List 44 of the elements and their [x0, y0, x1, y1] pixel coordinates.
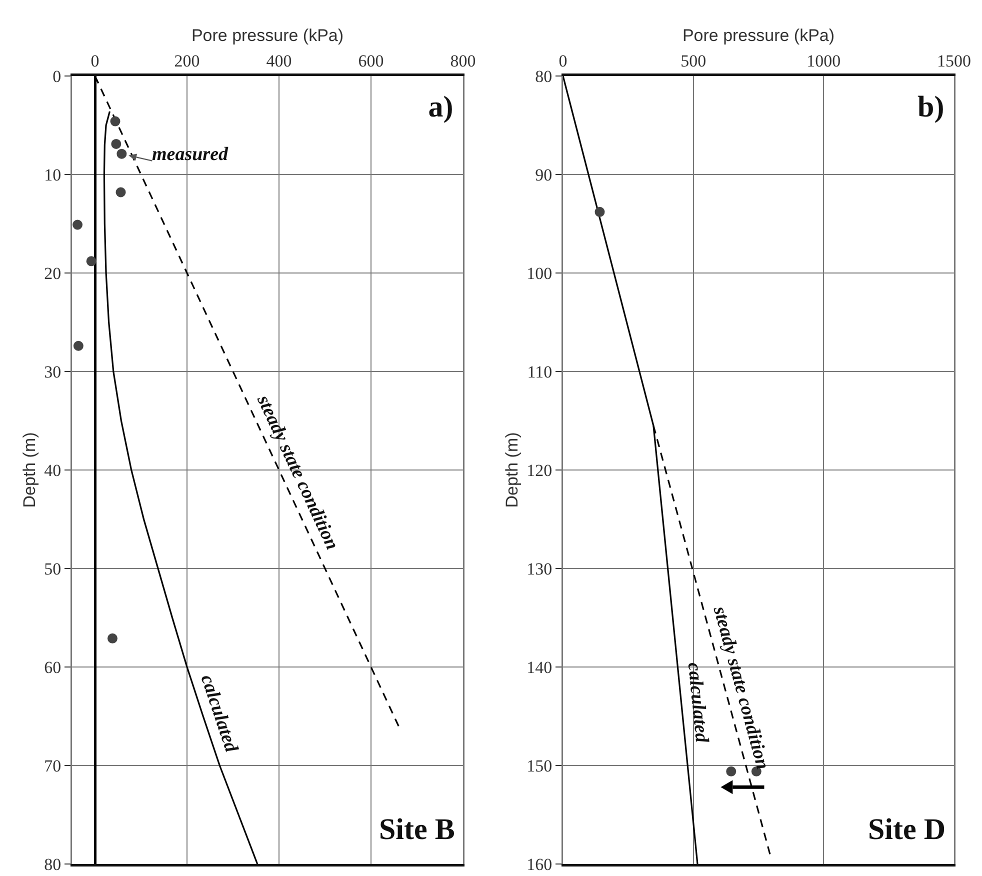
- y-tick-label: 100: [526, 264, 552, 283]
- text: Site D: [868, 813, 946, 846]
- y-tick-label: 10: [44, 165, 62, 184]
- y-tick-label: 80: [44, 854, 62, 874]
- y-tick-label: 140: [526, 658, 552, 677]
- y-tick-label: 90: [535, 165, 552, 184]
- y-tick-label: 50: [44, 559, 62, 578]
- point: [111, 138, 122, 149]
- y-tick-label: 0: [52, 66, 62, 86]
- point: [116, 148, 127, 159]
- y-tick-label: 120: [526, 460, 552, 480]
- y-axis-title: Depth (m): [502, 432, 522, 508]
- point: [116, 187, 126, 198]
- line-series: [103, 110, 258, 864]
- x-axis-title: Pore pressure (kPa): [191, 26, 344, 45]
- x-tick-label: 600: [358, 52, 384, 71]
- y-tick-label: 60: [44, 658, 62, 677]
- y-axis-title: Depth (m): [20, 432, 39, 508]
- y-tick-label: 80: [535, 66, 552, 86]
- point: [72, 220, 83, 230]
- y-tick-label: 70: [44, 756, 62, 776]
- point: [110, 116, 120, 126]
- x-tick-label: 0: [90, 52, 100, 71]
- y-tick-label: 130: [526, 559, 552, 578]
- point: [73, 340, 84, 351]
- y-tick-label: 160: [526, 854, 552, 874]
- x-axis-title: Pore pressure (kPa): [682, 26, 835, 45]
- x-tick-label: 200: [174, 52, 200, 71]
- y-tick-label: 110: [527, 362, 552, 382]
- point: [107, 633, 118, 644]
- y-tick-label: 150: [526, 756, 552, 776]
- x-tick-label: 500: [680, 52, 706, 71]
- y-tick-label: 30: [44, 362, 62, 382]
- text: a): [428, 90, 454, 124]
- x-tick-label: 1000: [806, 52, 841, 71]
- text: Site B: [379, 813, 455, 846]
- y-tick-label: 20: [44, 264, 62, 283]
- text: b): [918, 90, 944, 124]
- y-tick-label: 40: [44, 460, 62, 480]
- x-tick-label: 800: [450, 52, 476, 71]
- x-tick-label: 1500: [937, 52, 971, 71]
- point: [86, 256, 96, 266]
- x-tick-label: 0: [558, 52, 568, 71]
- x-tick-label: 400: [266, 52, 292, 71]
